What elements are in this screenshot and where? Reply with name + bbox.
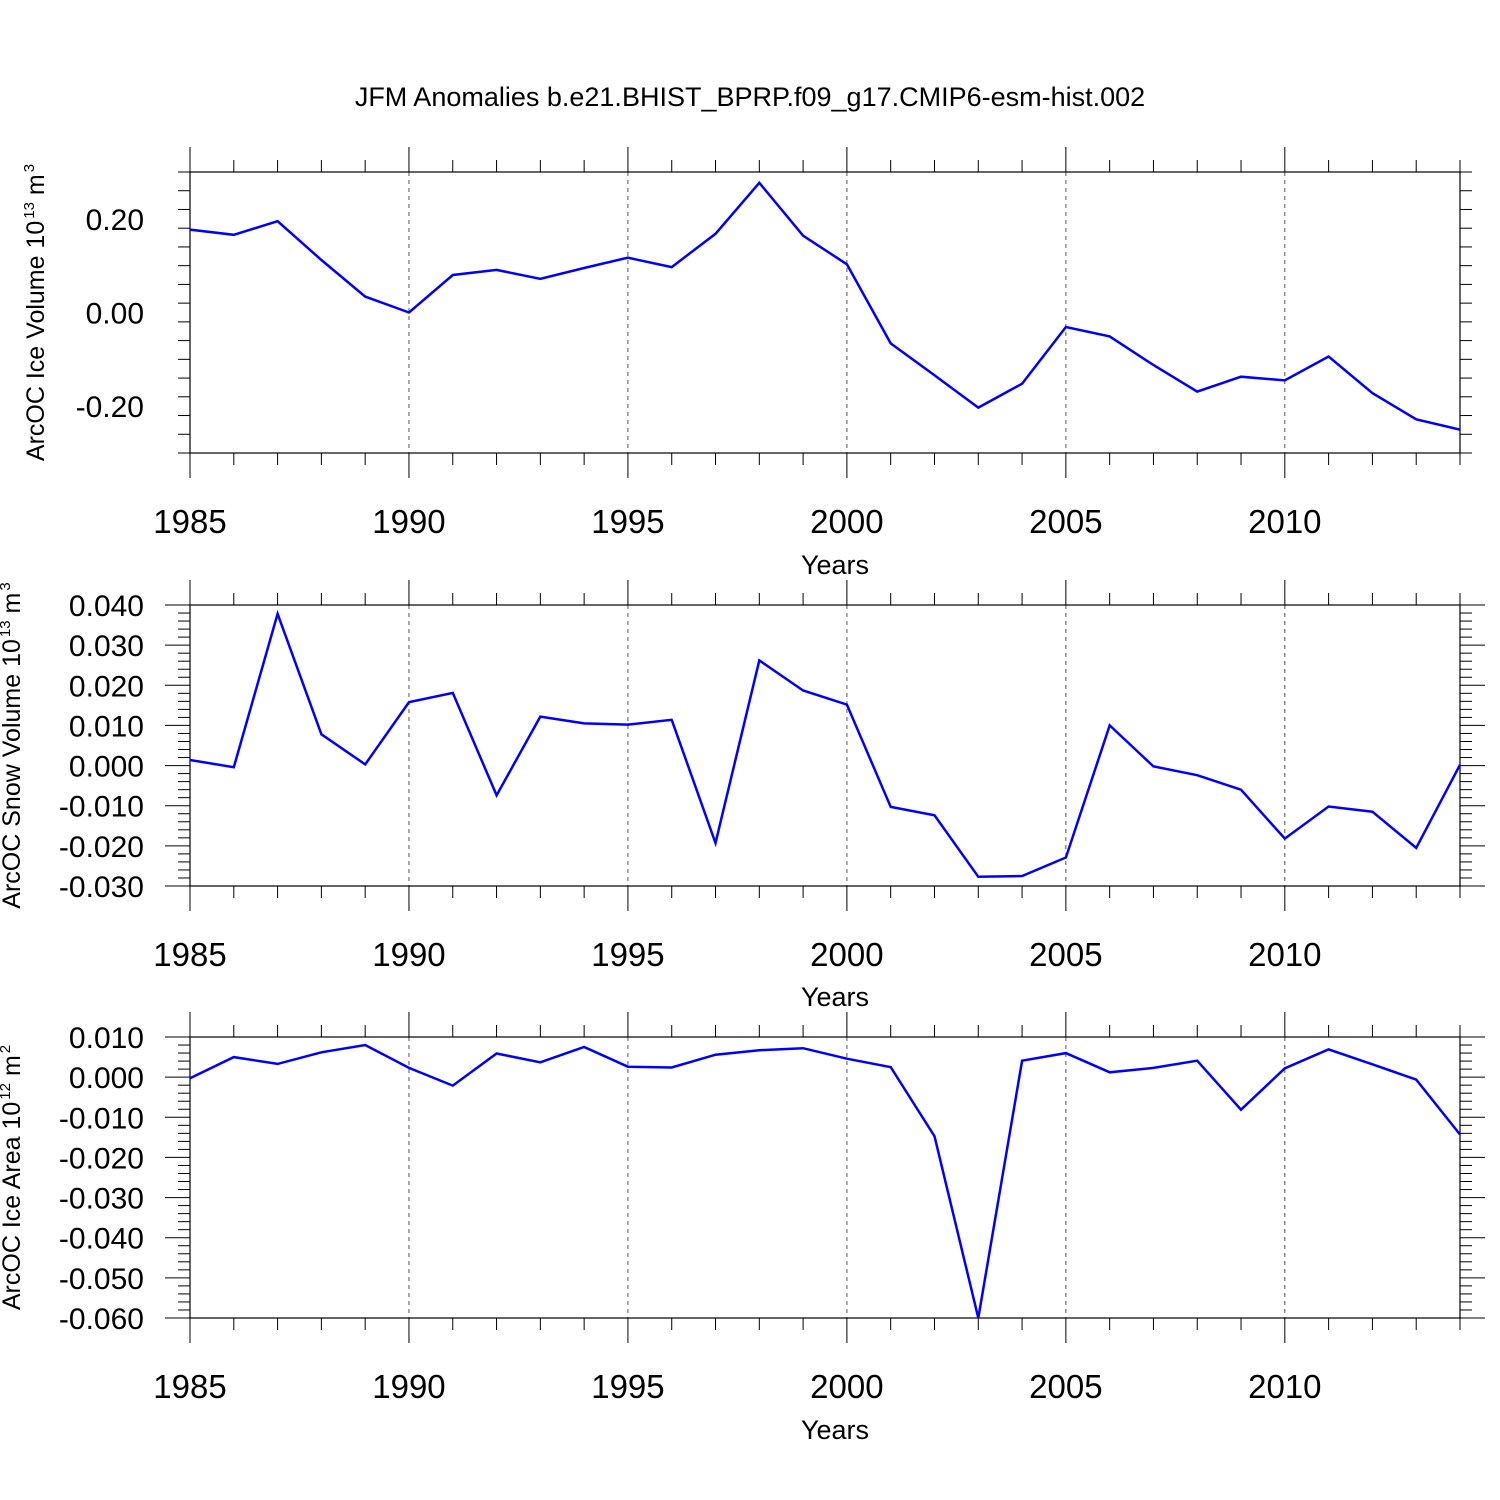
x-tick-label: 2005 xyxy=(1029,503,1102,540)
x-tick-label: 1990 xyxy=(372,503,445,540)
chart-title: JFM Anomalies b.e21.BHIST_BPRP.f09_g17.C… xyxy=(355,82,1145,112)
x-tick-label: 1990 xyxy=(372,1368,445,1405)
y-tick-label: 0.20 xyxy=(86,204,144,237)
y-axis-label: ArcOC Ice Volume 10 13 m 3 xyxy=(21,164,50,461)
y-axis-label-unit-exponent: 3 xyxy=(21,164,38,172)
x-axis-label: Years xyxy=(801,982,869,1012)
y-tick-label: -0.030 xyxy=(59,871,144,904)
x-tick-label: 1995 xyxy=(591,1368,664,1405)
y-axis-label-text: ArcOC Ice Volume 10 xyxy=(22,221,50,461)
y-tick-label: -0.030 xyxy=(59,1183,144,1216)
plot-frame xyxy=(189,1036,1461,1319)
y-axis-label-unit-exponent: 2 xyxy=(0,1045,14,1053)
y-axis-label-exponent: 13 xyxy=(0,620,14,637)
y-axis-label-unit-exponent: 3 xyxy=(0,582,14,590)
y-tick-label: -0.020 xyxy=(59,831,144,864)
plot-frame xyxy=(189,604,1461,887)
y-tick-label: 0.040 xyxy=(69,590,144,623)
y-tick-label: 0.000 xyxy=(69,1062,144,1095)
y-axis-label-unit: m xyxy=(22,174,50,202)
y-axis-label-exponent: 13 xyxy=(21,202,38,219)
y-tick-label: 0.010 xyxy=(69,1022,144,1055)
y-axis-label-unit: m xyxy=(0,1055,26,1083)
x-tick-label: 2005 xyxy=(1029,1368,1102,1405)
x-axis-label: Years xyxy=(801,1415,869,1445)
y-axis-label-text: ArcOC Ice Area 10 xyxy=(0,1102,26,1310)
y-tick-label: 0.030 xyxy=(69,630,144,663)
x-tick-label: 2000 xyxy=(810,936,883,973)
panel-2: -0.030 -0.020 -0.010 0.000 0.010 0.020 0.030 0.… xyxy=(0,580,1485,1012)
y-tick-label: 0.000 xyxy=(69,751,144,784)
y-tick-label: -0.20 xyxy=(76,391,144,424)
series-line xyxy=(189,180,1461,431)
y-tick-label: -0.060 xyxy=(59,1303,144,1336)
y-tick-label: 0.00 xyxy=(86,298,144,331)
x-tick-label: 2010 xyxy=(1248,1368,1321,1405)
y-tick-label: -0.040 xyxy=(59,1223,144,1256)
x-tick-label: 1985 xyxy=(153,503,226,540)
y-tick-label: -0.010 xyxy=(59,791,144,824)
y-axis-label-exponent: 12 xyxy=(0,1083,14,1100)
y-tick-label: -0.050 xyxy=(59,1263,144,1296)
x-tick-label: 2010 xyxy=(1248,503,1321,540)
x-tick-label: 1985 xyxy=(153,1368,226,1405)
series-line xyxy=(189,1043,1461,1319)
y-axis-label: ArcOC Snow Volume 10 13 m 3 xyxy=(0,582,26,908)
panel-1: -0.20 0.00 0.20 1985 1990 1995 2000 2005 2010 Yea… xyxy=(21,147,1472,580)
series-line xyxy=(189,609,1462,879)
x-tick-label: 1995 xyxy=(591,503,664,540)
y-axis-label: ArcOC Ice Area 10 12 m 2 xyxy=(0,1045,26,1310)
x-tick-label: 1985 xyxy=(153,936,226,973)
y-axis-label-text: ArcOC Snow Volume 10 xyxy=(0,639,26,909)
x-tick-label: 2010 xyxy=(1248,936,1321,973)
x-tick-label: 2005 xyxy=(1029,936,1102,973)
y-tick-label: -0.020 xyxy=(59,1142,144,1175)
y-tick-label: 0.010 xyxy=(69,710,144,743)
x-axis-label: Years xyxy=(801,550,869,580)
plot-frame xyxy=(189,171,1461,454)
y-tick-label: -0.010 xyxy=(59,1102,144,1135)
x-tick-label: 1995 xyxy=(591,936,664,973)
y-tick-label: 0.020 xyxy=(69,670,144,703)
x-tick-label: 2000 xyxy=(810,1368,883,1405)
x-tick-label: 1990 xyxy=(372,936,445,973)
y-axis-label-unit: m xyxy=(0,593,26,621)
x-tick-label: 2000 xyxy=(810,503,883,540)
panel-3: -0.060 -0.050 -0.040 -0.030 -0.020 -0.010 0.00… xyxy=(0,1012,1485,1445)
